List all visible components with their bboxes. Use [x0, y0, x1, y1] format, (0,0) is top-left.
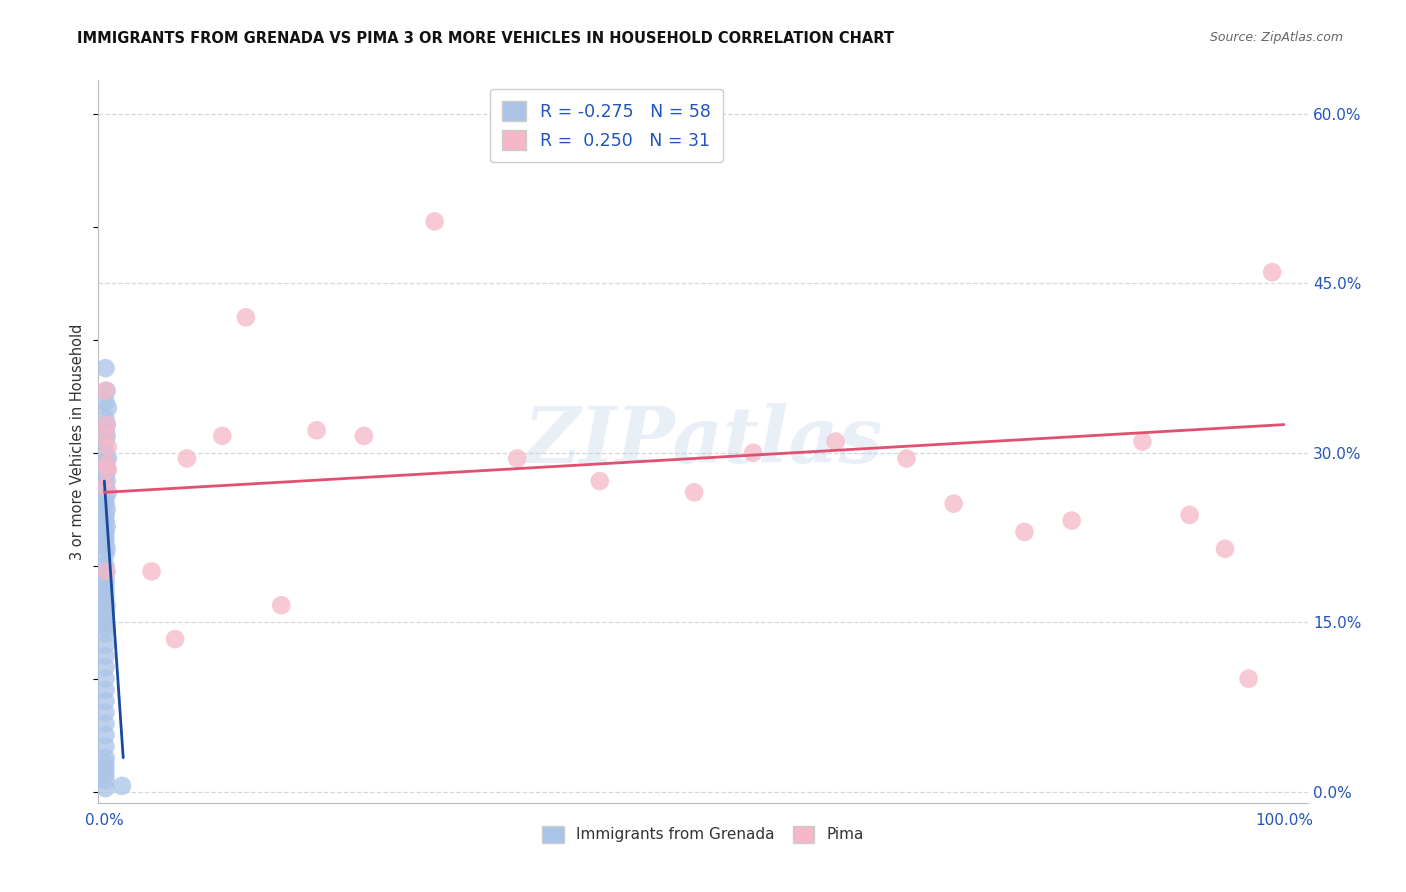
Point — [96, 457, 118, 471]
Point — [94, 739, 117, 754]
Point — [96, 463, 118, 477]
Text: IMMIGRANTS FROM GRENADA VS PIMA 3 OR MORE VEHICLES IN HOUSEHOLD CORRELATION CHAR: IMMIGRANTS FROM GRENADA VS PIMA 3 OR MOR… — [77, 31, 894, 46]
Point — [94, 615, 117, 630]
Point — [96, 541, 118, 556]
Point — [94, 728, 117, 742]
Point — [97, 451, 120, 466]
Point — [94, 514, 117, 528]
Point — [423, 214, 446, 228]
Point — [211, 429, 233, 443]
Point — [94, 395, 117, 409]
Point — [305, 423, 328, 437]
Point — [94, 682, 117, 697]
Point — [94, 592, 117, 607]
Point — [94, 497, 117, 511]
Point — [94, 781, 117, 796]
Point — [111, 779, 134, 793]
Point — [96, 565, 118, 579]
Point — [97, 401, 120, 415]
Text: ZIPatlas: ZIPatlas — [523, 403, 883, 480]
Point — [141, 565, 163, 579]
Point — [94, 468, 117, 483]
Point — [96, 502, 118, 516]
Point — [94, 558, 117, 573]
Point — [742, 446, 765, 460]
Point — [96, 474, 118, 488]
Point — [1014, 524, 1036, 539]
Point — [94, 716, 117, 731]
Point — [94, 434, 117, 449]
Point — [94, 570, 117, 584]
Point — [94, 604, 117, 618]
Point — [96, 417, 118, 432]
Point — [589, 474, 612, 488]
Point — [94, 762, 117, 776]
Point — [1132, 434, 1154, 449]
Point — [96, 519, 118, 533]
Point — [94, 491, 117, 505]
Point — [94, 446, 117, 460]
Point — [94, 531, 117, 545]
Point — [1178, 508, 1201, 522]
Point — [270, 599, 292, 613]
Point — [96, 384, 118, 398]
Point — [94, 536, 117, 550]
Point — [94, 384, 117, 398]
Point — [506, 451, 529, 466]
Point — [94, 565, 117, 579]
Point — [824, 434, 846, 449]
Point — [942, 497, 965, 511]
Point — [94, 524, 117, 539]
Point — [94, 587, 117, 601]
Point — [94, 750, 117, 764]
Y-axis label: 3 or more Vehicles in Household: 3 or more Vehicles in Household — [70, 324, 86, 559]
Point — [235, 310, 257, 325]
Point — [94, 480, 117, 494]
Text: Source: ZipAtlas.com: Source: ZipAtlas.com — [1209, 31, 1343, 45]
Point — [97, 485, 120, 500]
Point — [94, 457, 117, 471]
Point — [94, 412, 117, 426]
Point — [97, 440, 120, 454]
Point — [683, 485, 706, 500]
Point — [94, 423, 117, 437]
Point — [176, 451, 198, 466]
Point — [97, 463, 120, 477]
Point — [94, 648, 117, 663]
Point — [96, 417, 118, 432]
Point — [1237, 672, 1260, 686]
Point — [1060, 514, 1083, 528]
Point — [94, 480, 117, 494]
Point — [1261, 265, 1284, 279]
Point — [94, 621, 117, 635]
Point — [94, 429, 117, 443]
Point — [94, 756, 117, 771]
Point — [96, 429, 118, 443]
Point — [896, 451, 918, 466]
Point — [94, 582, 117, 596]
Point — [1213, 541, 1236, 556]
Point — [94, 638, 117, 652]
Legend: R = -0.275   N = 58, R =  0.250   N = 31: R = -0.275 N = 58, R = 0.250 N = 31 — [489, 89, 723, 162]
Point — [94, 706, 117, 720]
Point — [353, 429, 375, 443]
Point — [94, 508, 117, 522]
Point — [96, 599, 118, 613]
Point — [94, 626, 117, 640]
Point — [94, 575, 117, 590]
Point — [165, 632, 187, 646]
Point — [94, 773, 117, 788]
Point — [94, 361, 117, 376]
Point — [94, 694, 117, 708]
Point — [94, 660, 117, 674]
Point — [94, 609, 117, 624]
Point — [94, 767, 117, 781]
Point — [94, 672, 117, 686]
Point — [94, 548, 117, 562]
